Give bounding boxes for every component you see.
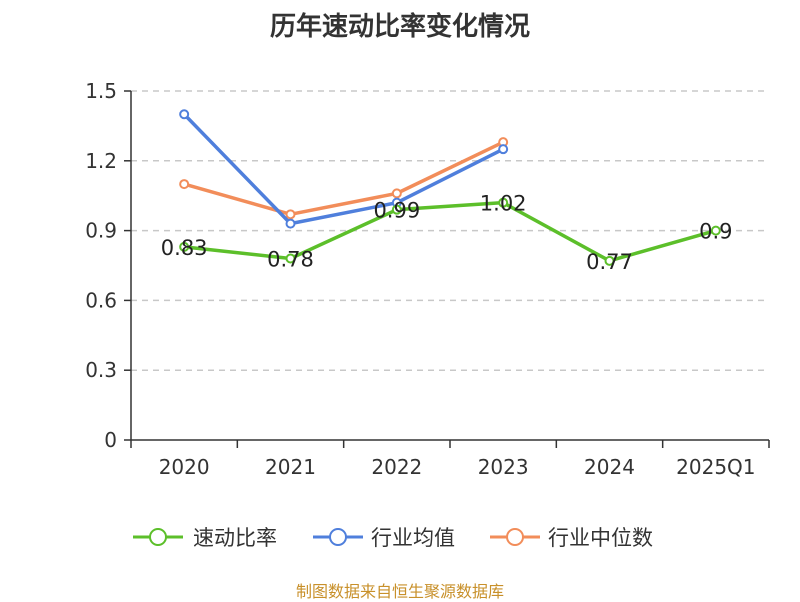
- legend-item-1[interactable]: 行业均值: [313, 526, 455, 550]
- data-point[interactable]: [710, 225, 721, 236]
- data-label: 0.83: [161, 236, 208, 260]
- y-tick-label: 0.6: [85, 288, 117, 312]
- data-point[interactable]: [179, 109, 190, 120]
- legend-marker: [329, 528, 347, 546]
- source-note: 制图数据来自恒生聚源数据库: [295, 582, 504, 601]
- data-point[interactable]: [498, 144, 509, 155]
- legend-marker: [149, 528, 167, 546]
- x-tick-label: 2021: [265, 455, 316, 479]
- data-labels: 0.83 0.78 0.99 1.02 0.77 0.9: [161, 192, 733, 274]
- data-point[interactable]: [179, 241, 190, 252]
- y-tick-label: 0.9: [85, 219, 117, 243]
- series-line-2: [183, 140, 504, 217]
- grid-lines: [131, 90, 769, 371]
- y-tick-label: 1.5: [85, 79, 117, 103]
- data-label: 0.9: [699, 220, 732, 244]
- legend-marker: [506, 528, 524, 546]
- data-point[interactable]: [285, 209, 296, 220]
- data-point[interactable]: [285, 218, 296, 229]
- data-point[interactable]: [604, 255, 615, 266]
- data-point[interactable]: [498, 197, 509, 208]
- y-tick-label: 0: [104, 428, 117, 452]
- x-tick-label: 2024: [584, 455, 635, 479]
- legend-label: 速动比率: [193, 526, 277, 550]
- x-tick-label: 2023: [478, 455, 529, 479]
- legend-label: 行业中位数: [548, 526, 653, 550]
- x-tick-label: 2020: [159, 455, 210, 479]
- data-label: 1.02: [480, 192, 527, 216]
- y-tick-label: 0.3: [85, 358, 117, 382]
- data-label: 0.77: [586, 250, 633, 274]
- legend-item-2[interactable]: 行业中位数: [490, 526, 653, 550]
- data-point[interactable]: [285, 253, 296, 264]
- data-point[interactable]: [391, 204, 402, 215]
- legend[interactable]: 速动比率 行业均值 行业中位数: [133, 526, 653, 550]
- legend-item-0[interactable]: 速动比率: [133, 526, 277, 550]
- x-tick-label: 2025Q1: [676, 455, 755, 479]
- chart-title: 历年速动比率变化情况: [269, 12, 530, 42]
- data-label: 0.78: [267, 248, 314, 272]
- data-point[interactable]: [391, 188, 402, 199]
- series-line-1: [182, 113, 504, 226]
- x-tick-label: 2022: [371, 455, 422, 479]
- axes: 0 0.3 0.6 0.9 1.2 1.5 2020 2021 2022 2023 2024 2025…: [85, 79, 770, 479]
- legend-label: 行业均值: [371, 526, 455, 550]
- data-point[interactable]: [179, 179, 190, 190]
- y-tick-label: 1.2: [85, 149, 117, 173]
- series-lines: [179, 109, 721, 266]
- data-label: 0.99: [373, 199, 420, 223]
- series-line-0: [183, 200, 717, 263]
